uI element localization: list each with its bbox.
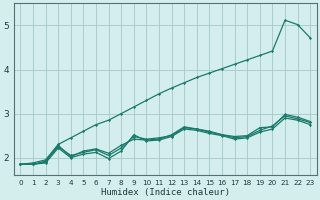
X-axis label: Humidex (Indice chaleur): Humidex (Indice chaleur) — [101, 188, 230, 197]
